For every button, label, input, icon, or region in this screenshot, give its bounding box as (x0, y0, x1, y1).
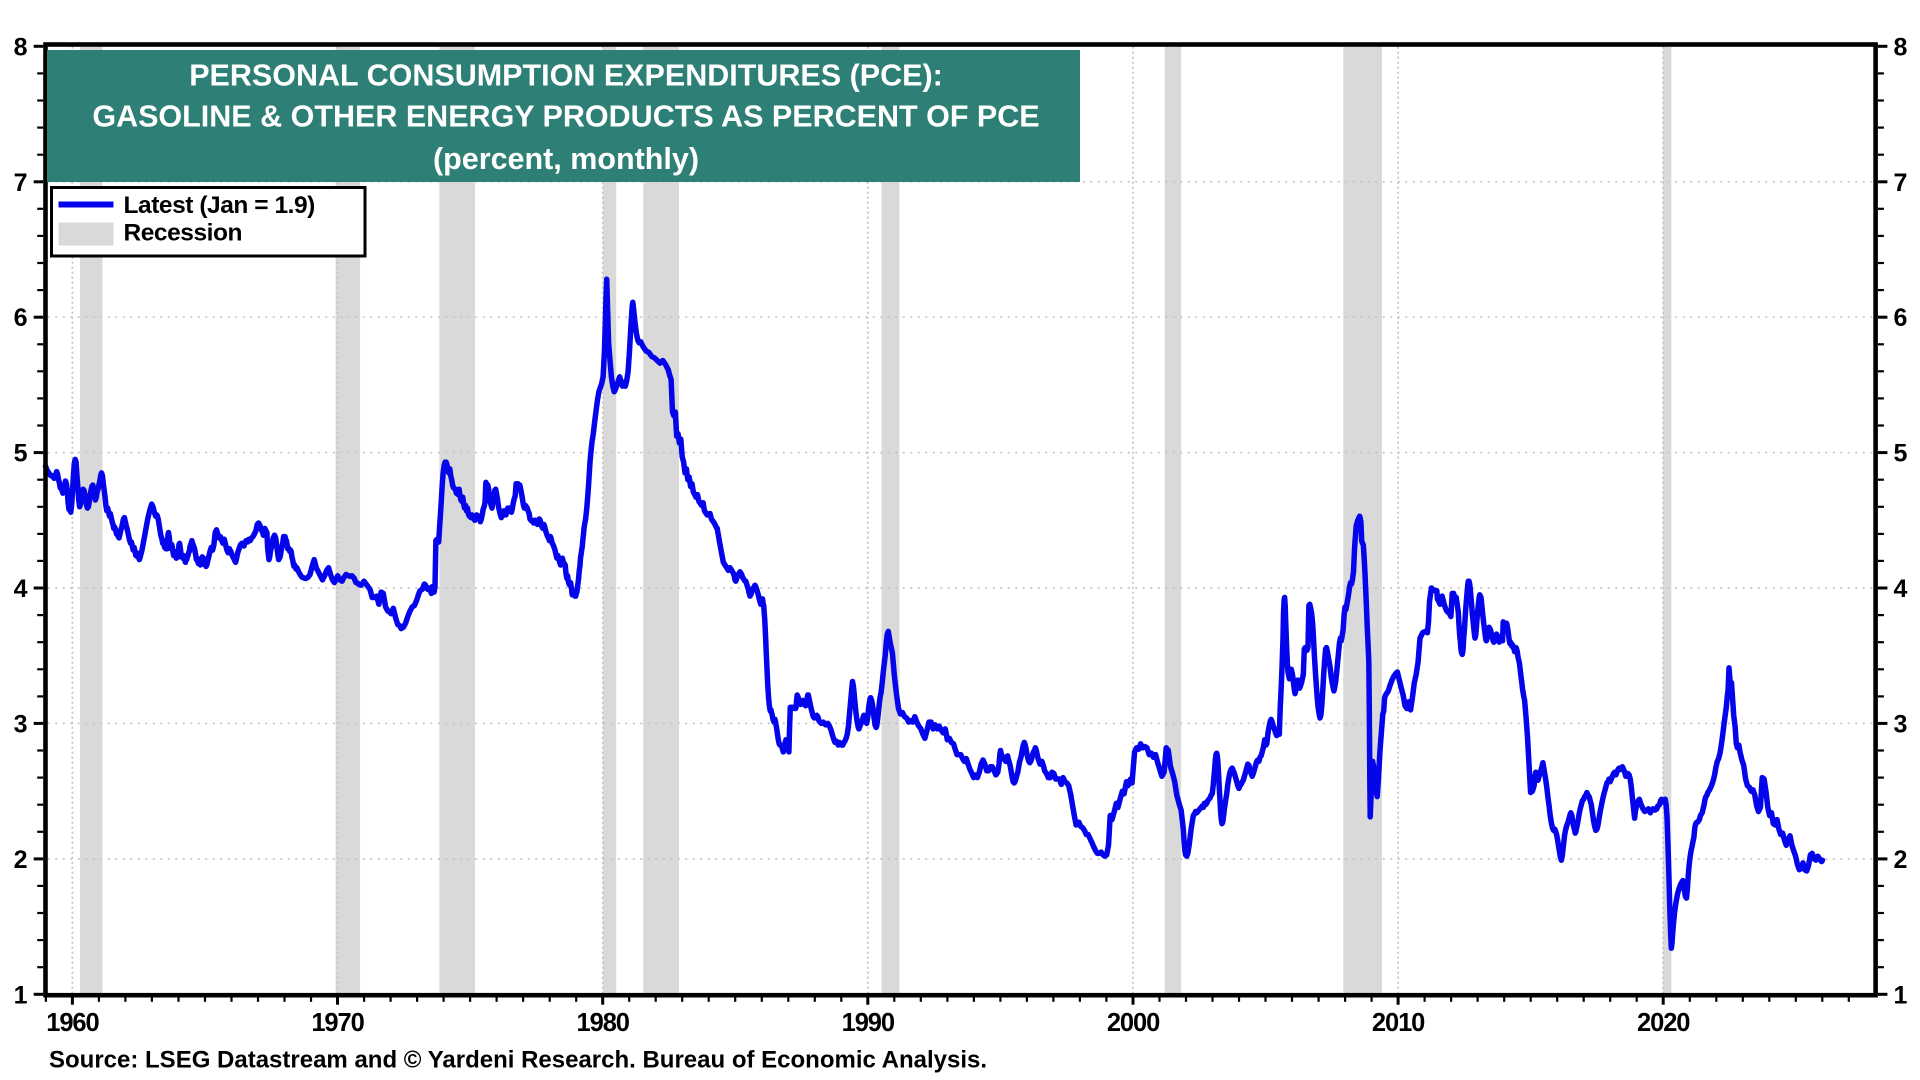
svg-text:Source: LSEG Datastream and ©: Source: LSEG Datastream and © Yardeni Re… (49, 1047, 987, 1074)
svg-text:2020: 2020 (1637, 1009, 1690, 1037)
svg-text:6: 6 (1894, 304, 1908, 332)
svg-text:Recession: Recession (124, 220, 243, 247)
svg-text:1990: 1990 (842, 1009, 895, 1037)
svg-text:2000: 2000 (1107, 1009, 1160, 1037)
svg-text:3: 3 (14, 710, 28, 738)
svg-text:8: 8 (14, 33, 28, 61)
svg-text:6: 6 (14, 304, 28, 332)
svg-text:Latest (Jan = 1.9): Latest (Jan = 1.9) (124, 192, 315, 219)
svg-text:3: 3 (1894, 710, 1908, 738)
svg-text:4: 4 (14, 575, 28, 603)
svg-text:4: 4 (1894, 575, 1908, 603)
svg-text:(percent, monthly): (percent, monthly) (433, 142, 699, 176)
svg-text:2: 2 (1894, 846, 1908, 874)
svg-text:GASOLINE & OTHER ENERGY PRODUC: GASOLINE & OTHER ENERGY PRODUCTS AS PERC… (92, 99, 1039, 133)
svg-text:1: 1 (14, 981, 28, 1009)
svg-text:7: 7 (14, 169, 28, 197)
svg-text:PERSONAL CONSUMPTION EXPENDITU: PERSONAL CONSUMPTION EXPENDITURES (PCE): (189, 58, 943, 92)
svg-text:7: 7 (1894, 169, 1908, 197)
svg-text:2: 2 (14, 846, 28, 874)
svg-text:1970: 1970 (311, 1009, 364, 1037)
svg-text:1980: 1980 (577, 1009, 630, 1037)
svg-text:5: 5 (14, 440, 28, 468)
svg-text:1960: 1960 (46, 1009, 99, 1037)
svg-text:2010: 2010 (1372, 1009, 1425, 1037)
svg-text:5: 5 (1894, 440, 1908, 468)
svg-text:8: 8 (1894, 33, 1908, 61)
svg-text:1: 1 (1894, 981, 1908, 1009)
